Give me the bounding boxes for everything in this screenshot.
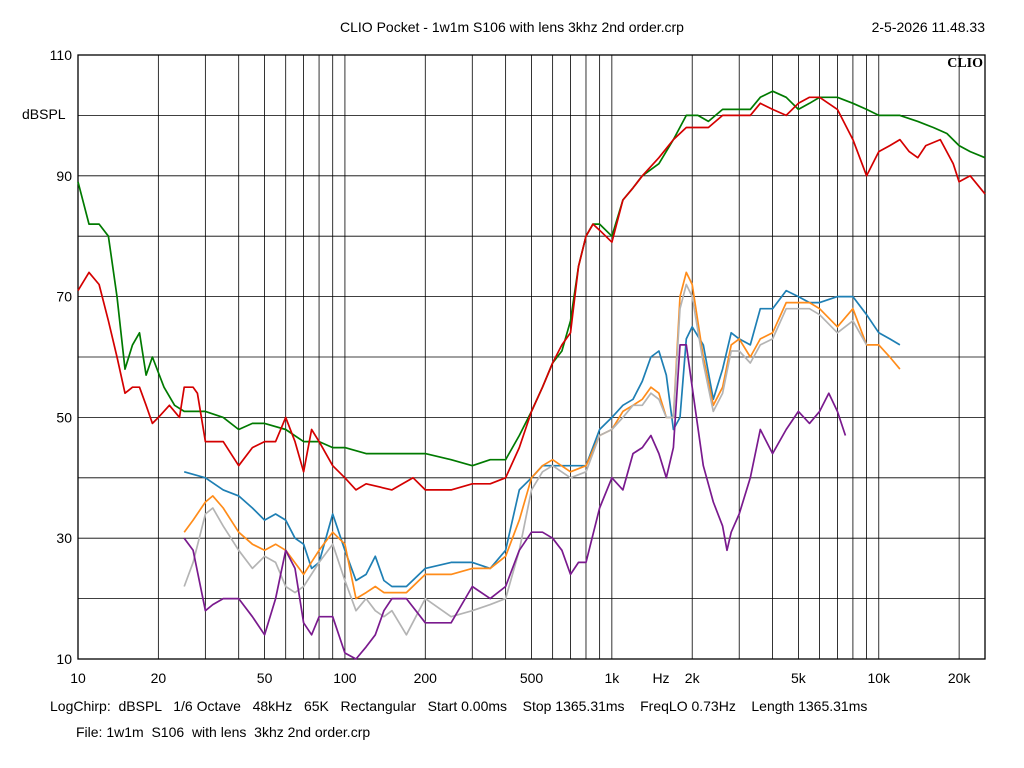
y-tick-label: 10 — [56, 651, 72, 667]
plot-frame — [77, 54, 986, 660]
x-tick-label: 2k — [685, 670, 701, 686]
x-tick-label: 1k — [604, 670, 620, 686]
chart-title: CLIO Pocket - 1w1m S106 with lens 3khz 2… — [340, 19, 684, 35]
x-tick-label: 500 — [520, 670, 544, 686]
x-axis-label: Hz — [652, 670, 669, 686]
settings-line: LogChirp: dBSPL 1/6 Octave 48kHz 65K Rec… — [50, 698, 867, 714]
y-tick-label: 30 — [56, 530, 72, 546]
x-tick-label: 10 — [70, 670, 86, 686]
x-tick-label: 20 — [151, 670, 167, 686]
y-tick-label: 70 — [56, 289, 72, 305]
series-line-1 — [77, 90, 986, 467]
x-tick-label: 5k — [791, 670, 807, 686]
series-line-5 — [183, 283, 868, 636]
chart-grid — [78, 55, 985, 659]
series-line-2 — [77, 96, 986, 491]
y-axis-label: dBSPL — [22, 106, 66, 122]
series-line-4 — [183, 271, 901, 600]
series-line-3 — [183, 289, 901, 588]
x-tick-label: 20k — [948, 670, 972, 686]
x-tick-label: 10k — [867, 670, 891, 686]
x-tick-label: 50 — [257, 670, 273, 686]
clio-logo: CLIO — [947, 56, 983, 71]
y-tick-label: 90 — [56, 168, 72, 184]
y-tick-label: 110 — [50, 47, 73, 63]
x-tick-label: 200 — [414, 670, 438, 686]
timestamp: 2-5-2026 11.48.33 — [872, 19, 986, 35]
y-tick-label: 50 — [56, 409, 72, 425]
series-line-6 — [183, 344, 847, 660]
chart-series — [77, 90, 986, 660]
chart-tick-labels: 110 90 70 50 30 10 10 20 50 100 200 500 1k 2k 5k 10k 20k — [50, 47, 972, 686]
x-tick-label: 100 — [333, 670, 357, 686]
file-line: File: 1w1m S106 with lens 3khz 2nd order… — [76, 724, 370, 740]
